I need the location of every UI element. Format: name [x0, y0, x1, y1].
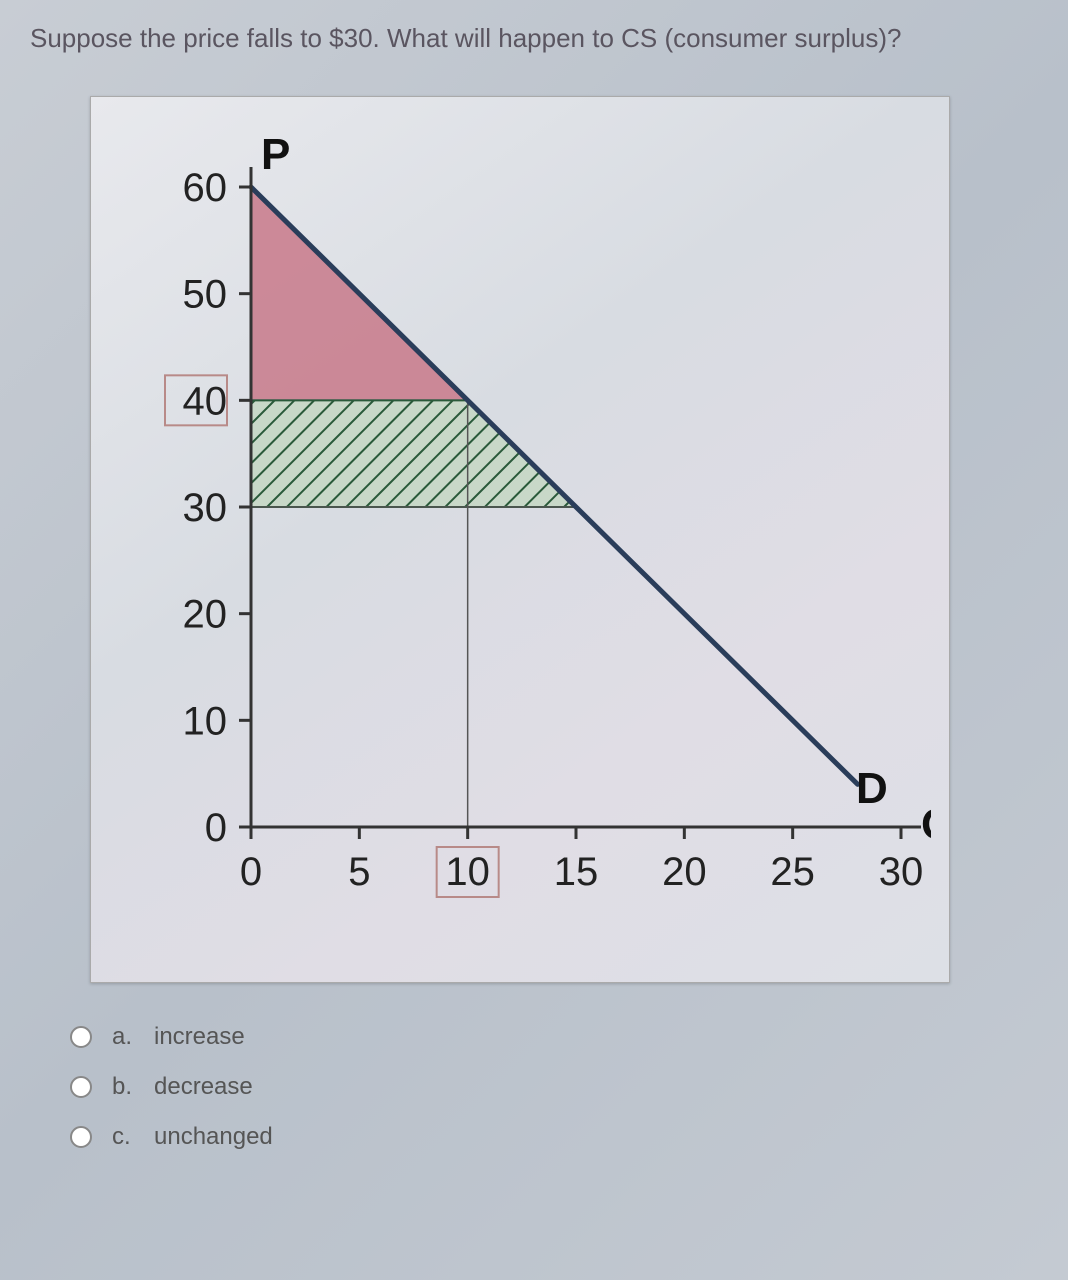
radio-icon[interactable]: [70, 1026, 92, 1048]
svg-text:60: 60: [183, 166, 228, 210]
svg-text:10: 10: [445, 850, 490, 894]
svg-text:0: 0: [240, 850, 262, 894]
svg-text:P: P: [261, 130, 290, 179]
option-b[interactable]: b. decrease: [70, 1073, 1038, 1101]
svg-text:30: 30: [879, 850, 924, 894]
chart-container: 0 10 20 30 40 50 60 0 5 10 15 20 25 30 P QD: [111, 127, 929, 952]
svg-text:20: 20: [183, 593, 228, 637]
option-letter: c.: [112, 1123, 136, 1151]
option-letter: b.: [112, 1073, 136, 1101]
option-text: increase: [154, 1023, 245, 1051]
svg-text:Q: Q: [921, 800, 931, 849]
demand-chart: 0 10 20 30 40 50 60 0 5 10 15 20 25 30 P QD: [111, 127, 931, 947]
svg-text:5: 5: [348, 850, 370, 894]
answer-options: a. increase b. decrease c. unchanged: [70, 1023, 1038, 1151]
svg-text:10: 10: [183, 700, 228, 744]
svg-text:15: 15: [554, 850, 599, 894]
option-a[interactable]: a. increase: [70, 1023, 1038, 1051]
svg-text:50: 50: [183, 273, 228, 317]
option-letter: a.: [112, 1023, 136, 1051]
radio-icon[interactable]: [70, 1076, 92, 1098]
svg-text:20: 20: [662, 850, 707, 894]
option-c[interactable]: c. unchanged: [70, 1123, 1038, 1151]
chart-panel: 0 10 20 30 40 50 60 0 5 10 15 20 25 30 P QD: [90, 96, 950, 983]
radio-icon[interactable]: [70, 1126, 92, 1148]
svg-text:40: 40: [183, 380, 228, 424]
question-text: Suppose the price falls to $30. What wil…: [30, 20, 1038, 56]
option-text: decrease: [154, 1073, 253, 1101]
svg-text:25: 25: [770, 850, 815, 894]
svg-text:30: 30: [183, 486, 228, 530]
svg-text:0: 0: [205, 806, 227, 850]
option-text: unchanged: [154, 1123, 273, 1151]
svg-text:D: D: [856, 764, 888, 813]
